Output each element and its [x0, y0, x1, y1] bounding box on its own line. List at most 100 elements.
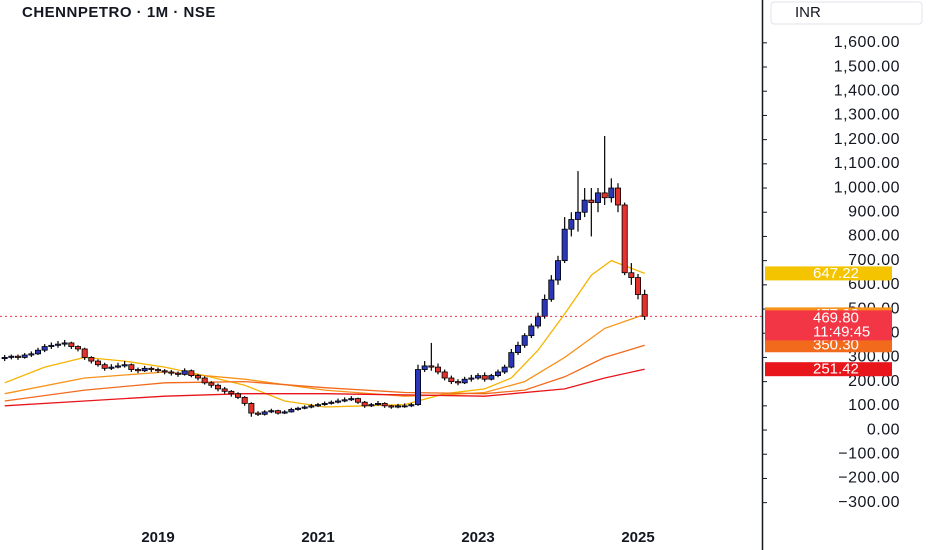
chart-title: CHENNPETRO · 1M · NSE: [22, 4, 216, 21]
candle-body: [61, 342, 68, 345]
ma-badge-bg: [765, 338, 892, 353]
ma-badge: 647.22: [813, 265, 859, 282]
candle-body: [248, 403, 255, 414]
candle-body: [474, 375, 481, 379]
candle-body: [488, 375, 495, 380]
candle-body: [561, 228, 568, 262]
moving-average-line: [4, 368, 645, 407]
candle-body: [641, 294, 648, 317]
y-tick-label: 800.00: [848, 228, 900, 245]
candle-body: [108, 366, 115, 369]
x-tick-label: 2023: [461, 529, 494, 546]
candle-body: [268, 410, 275, 413]
candle-body: [314, 404, 321, 407]
candle-body: [308, 405, 315, 408]
ma-badge-bg: [765, 266, 892, 281]
candle-body: [635, 277, 642, 295]
candle-body: [361, 401, 368, 407]
candle-body: [128, 364, 135, 370]
candle-body: [441, 371, 448, 379]
candle-body: [101, 364, 108, 369]
y-tick-label: 300.00: [848, 349, 900, 366]
candle-body: [421, 365, 428, 370]
candle-body: [55, 343, 62, 346]
candle-body: [508, 352, 515, 368]
ma-badge: 350.30: [813, 337, 859, 354]
y-tick-label: 900.00: [848, 203, 900, 220]
countdown: 11:49:45: [813, 323, 870, 340]
candle-body: [334, 400, 341, 403]
candle-body: [294, 407, 301, 410]
currency-box[interactable]: [770, 1, 923, 25]
ma-badge: 251.42: [813, 361, 859, 378]
last-price-badge: 469.80: [813, 309, 859, 326]
candle-body: [48, 344, 55, 347]
last-price-badge-bg: [765, 310, 892, 341]
candle-body: [174, 372, 181, 375]
candle-body: [1, 357, 8, 360]
candle-body: [608, 187, 615, 199]
candle-body: [115, 365, 122, 368]
candle-body: [68, 342, 75, 347]
candle-body: [274, 410, 281, 414]
candle-body: [221, 388, 228, 392]
candle-body: [434, 366, 441, 373]
candle-body: [548, 279, 555, 300]
candle-body: [208, 382, 215, 386]
candle-body: [528, 325, 535, 337]
y-tick-label: 200.00: [848, 373, 900, 390]
candle-body: [81, 348, 88, 358]
candle-body: [148, 367, 155, 370]
candle-body: [394, 405, 401, 408]
candle-body: [615, 187, 622, 206]
candle-body: [414, 369, 421, 406]
candle-body: [515, 344, 522, 353]
candle-body: [141, 367, 148, 372]
candle-body: [301, 406, 308, 409]
y-tick-label: 1,400.00: [834, 82, 900, 99]
candle-body: [28, 353, 35, 356]
candle-body: [408, 404, 415, 407]
currency[interactable]: INR: [795, 4, 821, 21]
candle-body: [8, 355, 15, 358]
candle-body: [448, 377, 455, 383]
candle-body: [588, 199, 595, 203]
candle-body: [348, 398, 355, 401]
y-tick-label: 1,300.00: [834, 107, 900, 124]
candle-body: [568, 219, 575, 230]
moving-average-line: [4, 344, 645, 402]
candle-body: [468, 377, 475, 380]
candle-body: [628, 272, 635, 278]
candle-body: [521, 335, 528, 346]
candle-body: [581, 199, 588, 213]
candle-body: [181, 370, 188, 375]
candle-body: [481, 375, 488, 380]
candle-body: [501, 366, 508, 373]
candle-body: [388, 405, 395, 408]
candle-body: [21, 354, 28, 358]
candle-body: [354, 398, 361, 403]
candle-body: [535, 315, 542, 327]
y-tick-label: 100.00: [848, 397, 900, 414]
candle-body: [541, 298, 548, 317]
candle-body: [161, 370, 168, 373]
candle-body: [328, 401, 335, 404]
candle-body: [321, 403, 328, 406]
y-tick-label: −300.00: [838, 494, 900, 511]
candle-body: [168, 371, 175, 374]
candle-body: [374, 403, 381, 406]
candle-body: [201, 377, 208, 384]
candle-body: [14, 355, 21, 358]
candle-body: [575, 211, 582, 220]
candle-body: [494, 371, 501, 376]
plot-area: [0, 136, 762, 417]
candle-body: [288, 409, 295, 413]
candle-body: [88, 357, 95, 362]
y-tick-label: −200.00: [838, 470, 900, 487]
candle-body: [368, 404, 375, 407]
y-tick-label: 1,600.00: [834, 34, 900, 51]
candle-body: [254, 412, 261, 415]
candle-body: [121, 364, 128, 367]
